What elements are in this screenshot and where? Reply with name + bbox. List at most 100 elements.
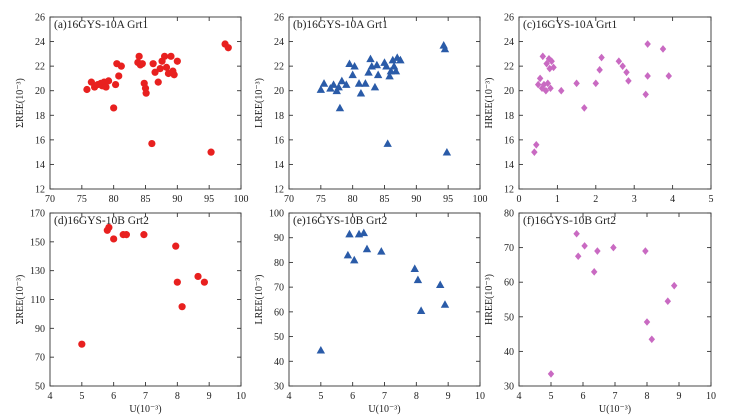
data-point-triangle xyxy=(373,70,383,79)
y-axis-label: ΣREE(10⁻³) xyxy=(15,275,26,325)
data-point-triangle xyxy=(440,44,450,53)
data-point-triangle xyxy=(372,60,382,69)
data-point-triangle xyxy=(440,300,450,308)
data-point-triangle xyxy=(316,345,326,354)
data-point-diamond xyxy=(546,64,553,73)
x-tick-label: 95 xyxy=(204,194,214,205)
data-point-circle xyxy=(102,83,110,91)
panel-title: (e)16GYS-10B Grt2 xyxy=(293,215,387,227)
data-point-circle xyxy=(78,340,86,348)
data-point-triangle xyxy=(337,76,347,85)
y-tick-label: 24 xyxy=(274,37,284,48)
data-point-diamond xyxy=(547,370,555,378)
data-point-triangle xyxy=(361,79,370,87)
data-point-triangle xyxy=(335,103,345,112)
x-tick-label: 70 xyxy=(45,194,55,205)
data-point-diamond xyxy=(664,297,672,306)
y-axis-label: HREE(10⁻³) xyxy=(484,77,495,128)
y-tick-label: 170 xyxy=(30,209,45,220)
data-point-diamond xyxy=(550,63,557,72)
data-point-diamond xyxy=(543,59,550,68)
x-tick-label: 90 xyxy=(411,194,421,205)
x-tick-label: 3 xyxy=(632,194,637,205)
plot-frame xyxy=(49,16,242,190)
data-point-circle xyxy=(104,77,113,85)
y-tick-label: 30 xyxy=(274,382,284,393)
y-axis-label: LREE(10⁻³) xyxy=(254,275,265,325)
data-point-diamond xyxy=(536,74,544,83)
x-tick-label: 80 xyxy=(109,194,119,205)
y-tick-label: 20 xyxy=(504,86,514,97)
x-tick-label: 2 xyxy=(593,194,598,205)
data-point-diamond xyxy=(594,247,601,255)
panel-d: 4 5 6 7 8 9 10 50 70 90 110 130 150 170 (d)16GYS-10B G… xyxy=(15,209,246,416)
y-tick-label: 12 xyxy=(504,185,514,196)
data-point-diamond xyxy=(615,57,623,66)
y-tick-label: 90 xyxy=(35,324,45,335)
data-point-circle xyxy=(200,278,208,286)
y-tick-label: 130 xyxy=(30,266,45,277)
panel-b: 70 75 80 85 90 95 100 12 14 16 18 20 22 24 26 (b)16GYS-… xyxy=(254,13,488,206)
x-tick-label: 6 xyxy=(350,391,355,402)
x-tick-label: 8 xyxy=(175,391,180,402)
y-tick-label: 18 xyxy=(274,111,284,122)
data-point-diamond xyxy=(596,66,603,74)
data-point-triangle xyxy=(364,68,373,76)
y-tick-label: 150 xyxy=(30,237,45,248)
data-point-circle xyxy=(162,63,171,71)
y-tick-label: 12 xyxy=(274,185,284,196)
data-point-circle xyxy=(111,80,120,89)
data-point-triangle xyxy=(348,70,357,79)
y-axis-label: HREE(10⁻³) xyxy=(484,274,495,325)
data-point-diamond xyxy=(548,57,555,66)
data-point-triangle xyxy=(359,228,369,237)
x-tick-label: 4 xyxy=(287,391,292,402)
data-point-triangle xyxy=(385,71,394,80)
data-point-diamond xyxy=(644,72,651,80)
panel-title: (d)16GYS-10B Grt2 xyxy=(54,215,149,227)
data-point-circle xyxy=(194,272,202,281)
y-tick-label: 26 xyxy=(504,13,514,24)
plot-frame xyxy=(518,212,712,387)
x-tick-label: 80 xyxy=(348,194,358,205)
x-tick-label: 10 xyxy=(475,391,485,402)
y-tick-label: 14 xyxy=(35,160,45,171)
x-tick-label: 4 xyxy=(517,391,522,402)
data-point-triangle xyxy=(410,264,419,272)
data-point-triangle xyxy=(350,255,359,264)
data-point-diamond xyxy=(644,40,651,48)
y-tick-label: 70 xyxy=(504,243,514,254)
data-point-triangle xyxy=(391,66,401,75)
data-point-triangle xyxy=(388,55,397,64)
panel-e: 4 5 6 7 8 9 10 30 40 50 60 70 80 90 100 (e)16GYS-10B Gr… xyxy=(254,209,485,416)
x-axis-label: U(10⁻³) xyxy=(368,404,400,415)
y-tick-label: 22 xyxy=(274,62,284,73)
y-tick-label: 110 xyxy=(30,295,45,306)
x-tick-label: 10 xyxy=(706,391,716,402)
panel-a: 70 75 80 85 90 95 100 12 14 16 18 20 22 24 26 (a)16GYS-… xyxy=(15,13,249,206)
x-tick-label: 1 xyxy=(555,194,560,205)
x-tick-label: 6 xyxy=(111,391,116,402)
data-point-circle xyxy=(117,62,125,70)
y-tick-label: 16 xyxy=(504,135,514,146)
data-point-diamond xyxy=(590,268,598,276)
x-axis-label: U(10⁻³) xyxy=(599,404,631,415)
plot-frame xyxy=(288,16,481,190)
data-point-triangle xyxy=(343,250,353,259)
data-point-triangle xyxy=(319,79,329,87)
y-tick-label: 20 xyxy=(35,86,45,97)
data-point-triangle xyxy=(396,55,405,64)
x-tick-label: 8 xyxy=(645,391,650,402)
data-point-circle xyxy=(105,223,113,232)
x-tick-label: 9 xyxy=(207,391,212,402)
x-tick-label: 70 xyxy=(284,194,294,205)
data-point-circle xyxy=(170,71,178,79)
x-tick-label: 4 xyxy=(670,194,675,205)
y-tick-label: 50 xyxy=(35,382,45,393)
data-point-triangle xyxy=(354,79,364,87)
x-tick-label: 7 xyxy=(382,391,387,402)
y-tick-label: 50 xyxy=(504,312,514,323)
y-tick-label: 12 xyxy=(35,185,45,196)
